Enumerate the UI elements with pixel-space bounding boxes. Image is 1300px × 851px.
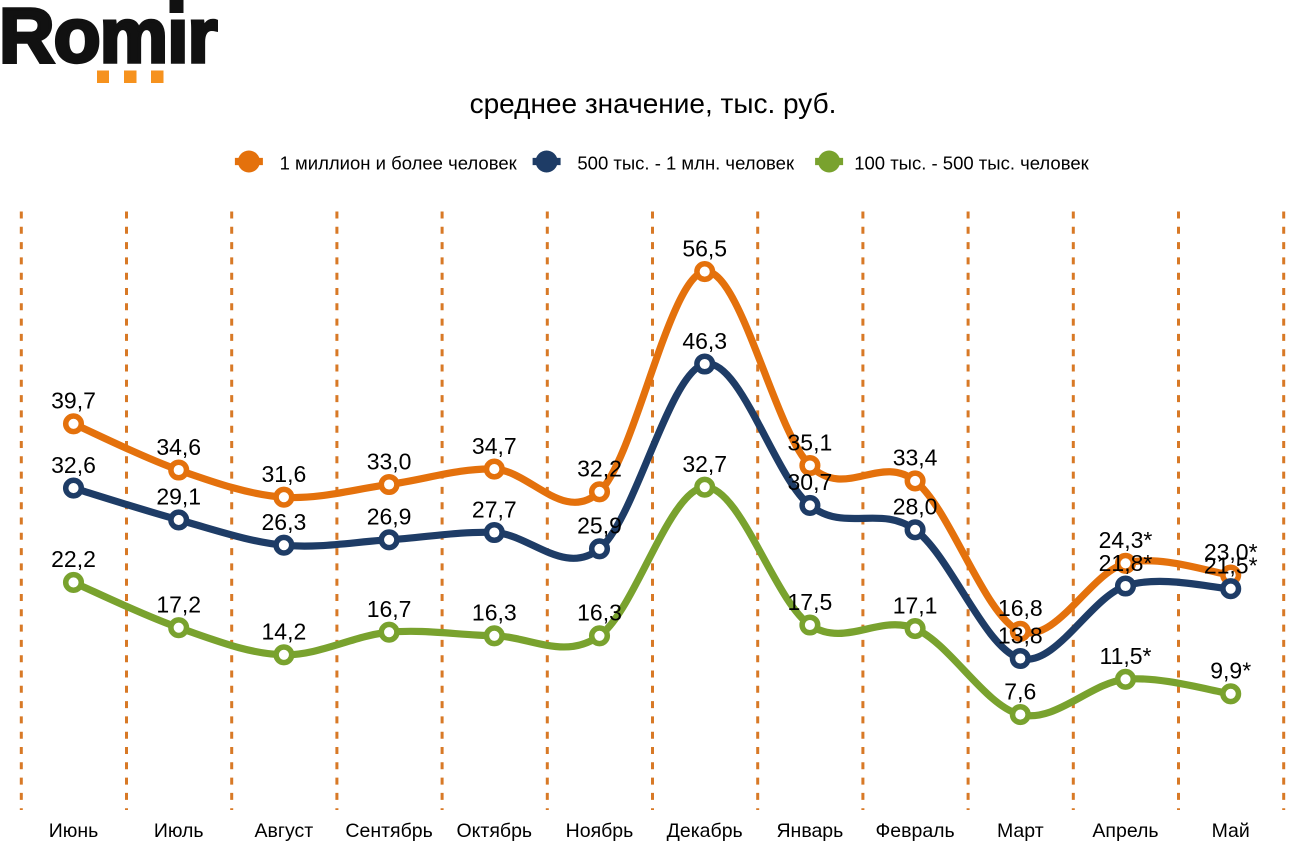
svg-text:25,9: 25,9 (577, 513, 622, 539)
svg-text:1 миллион и более человек: 1 миллион и более человек (280, 153, 518, 174)
svg-text:21,8*: 21,8* (1099, 550, 1153, 576)
svg-text:Май: Май (1212, 820, 1250, 842)
svg-text:35,1: 35,1 (788, 429, 833, 455)
svg-text:32,6: 32,6 (51, 452, 96, 478)
svg-text:32,2: 32,2 (577, 456, 622, 482)
svg-text:27,7: 27,7 (472, 496, 517, 522)
svg-text:24,3*: 24,3* (1099, 527, 1153, 553)
svg-text:500 тыс. - 1 млн. человек: 500 тыс. - 1 млн. человек (577, 153, 795, 174)
svg-text:32,7: 32,7 (682, 451, 727, 477)
svg-text:34,7: 34,7 (472, 433, 517, 459)
svg-text:Июль: Июль (154, 820, 204, 842)
svg-text:30,7: 30,7 (788, 469, 833, 495)
svg-text:7,6: 7,6 (1004, 678, 1036, 704)
svg-text:16,8: 16,8 (998, 595, 1043, 621)
svg-text:100 тыс. - 500 тыс. человек: 100 тыс. - 500 тыс. человек (854, 153, 1089, 174)
svg-text:33,4: 33,4 (893, 445, 938, 471)
svg-text:39,7: 39,7 (51, 388, 96, 414)
svg-text:Январь: Январь (776, 820, 843, 842)
svg-text:33,0: 33,0 (367, 448, 412, 474)
svg-text:17,5: 17,5 (788, 589, 833, 615)
svg-text:26,3: 26,3 (262, 509, 307, 535)
svg-text:13,8: 13,8 (998, 622, 1043, 648)
svg-text:46,3: 46,3 (682, 328, 727, 354)
svg-text:26,9: 26,9 (367, 504, 412, 530)
svg-text:34,6: 34,6 (156, 434, 201, 460)
svg-text:28,0: 28,0 (893, 494, 938, 520)
svg-text:Октябрь: Октябрь (457, 820, 533, 842)
svg-text:29,1: 29,1 (156, 484, 201, 510)
svg-text:14,2: 14,2 (262, 619, 307, 645)
svg-text:Март: Март (997, 820, 1044, 842)
svg-text:56,5: 56,5 (682, 235, 727, 261)
svg-text:Февраль: Февраль (875, 820, 954, 842)
svg-text:Ноябрь: Ноябрь (566, 820, 634, 842)
svg-text:17,1: 17,1 (893, 592, 938, 618)
svg-text:Апрель: Апрель (1092, 820, 1158, 842)
svg-text:11,5*: 11,5* (1099, 643, 1151, 669)
svg-text:16,7: 16,7 (367, 596, 412, 622)
svg-text:17,2: 17,2 (156, 592, 201, 618)
svg-text:Romır: Romır (0, 0, 217, 79)
svg-text:21,5*: 21,5* (1204, 553, 1258, 579)
svg-text:22,2: 22,2 (51, 546, 96, 572)
svg-text:23,0*: 23,0* (1204, 539, 1258, 565)
svg-text:16,3: 16,3 (472, 600, 517, 626)
svg-text:Август: Август (255, 820, 314, 842)
svg-text:Декабрь: Декабрь (667, 820, 743, 842)
svg-text:31,6: 31,6 (262, 461, 307, 487)
svg-text:Июнь: Июнь (49, 820, 99, 842)
svg-text:среднее значение, тыс. руб.: среднее значение, тыс. руб. (470, 88, 837, 119)
svg-text:9,9*: 9,9* (1210, 658, 1251, 684)
svg-text:Сентябрь: Сентябрь (345, 820, 432, 842)
svg-text:16,3: 16,3 (577, 600, 622, 626)
